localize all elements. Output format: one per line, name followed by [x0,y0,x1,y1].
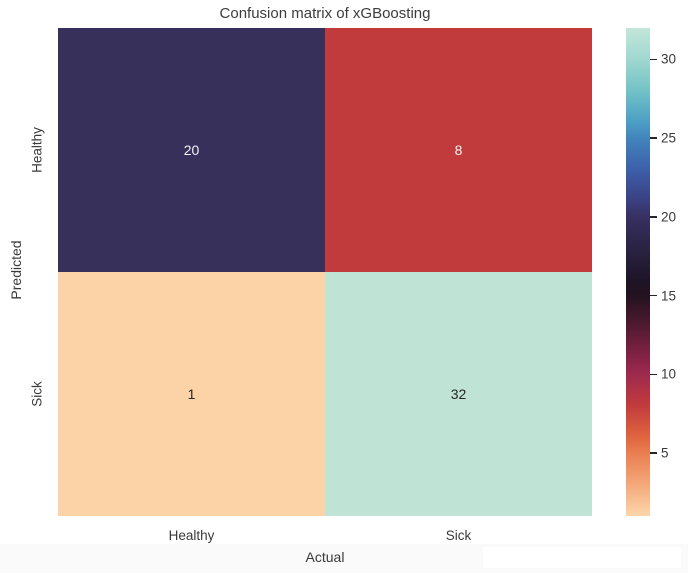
heatmap-cell-healthy-healthy: 20 [58,28,325,272]
y-axis-label: Predicted [8,240,24,300]
cell-value: 8 [454,142,463,158]
x-tick-label-sick: Sick [445,528,472,543]
heatmap-cell-sick-sick: 32 [325,272,592,516]
colorbar-tick-label-20: 20 [661,209,677,225]
x-axis-ticks: Healthy Sick [58,528,592,544]
background-highlight-rect [483,547,681,568]
colorbar-tick-mark [650,373,657,376]
colorbar-tick-mark [650,58,657,61]
colorbar-tick-mark [650,137,657,139]
heatmap-cell-healthy-sick: 8 [325,28,592,272]
x-tick-label-healthy: Healthy [168,528,215,543]
colorbar-tick-mark [650,294,657,297]
chart-title: Confusion matrix of xGBoosting [219,5,431,22]
heatmap-cell-sick-healthy: 1 [58,272,325,516]
x-axis-label: Actual [305,549,345,565]
heatmap: 20 8 1 32 [58,28,592,516]
cell-value: 20 [183,142,200,158]
y-tick-label-healthy: Healthy [29,127,45,173]
colorbar-tick-label-10: 10 [661,366,677,382]
colorbar-tick-label-25: 25 [661,130,677,146]
y-tick-label-sick: Sick [29,381,45,407]
colorbar [626,28,650,516]
colorbar-tick-mark [650,452,657,454]
cell-value: 32 [450,386,467,402]
colorbar-tick-label-15: 15 [661,288,677,304]
colorbar-tick-label-5: 5 [661,445,669,461]
colorbar-tick-mark [650,216,657,218]
cell-value: 1 [187,386,196,402]
colorbar-tick-label-30: 30 [661,51,677,67]
